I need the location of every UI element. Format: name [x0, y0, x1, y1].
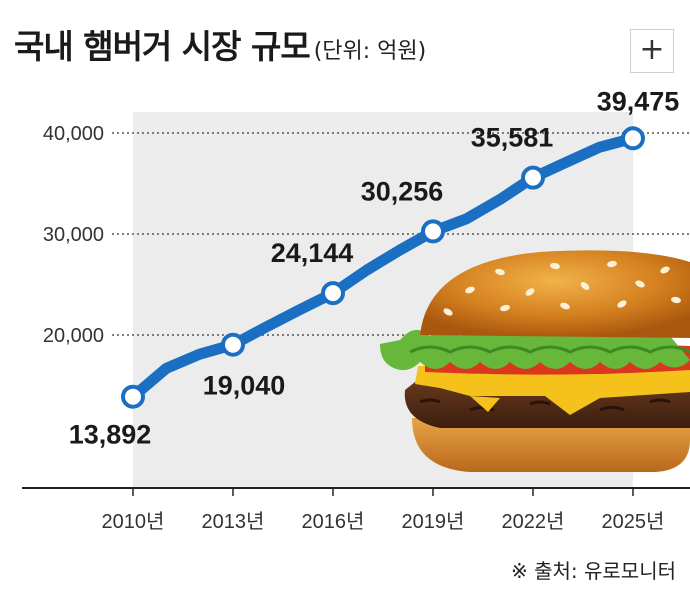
data-label: 24,144	[271, 238, 354, 268]
x-tick-labels: 2010년 2013년 2016년 2019년 2022년 2025년	[102, 510, 665, 533]
data-label: 39,475	[597, 86, 680, 116]
data-point	[221, 332, 245, 357]
expand-button[interactable]: +	[630, 29, 674, 73]
hamburger-illustration	[380, 250, 690, 472]
data-label: 30,256	[361, 176, 444, 206]
x-tick-label: 2022년	[502, 510, 565, 533]
x-tick-label: 2019년	[402, 510, 465, 533]
chart-title: 국내 햄버거 시장 규모	[14, 27, 311, 66]
data-markers	[121, 126, 645, 409]
x-tick-marks	[132, 488, 634, 496]
x-tick-label: 2013년	[202, 510, 265, 533]
data-point	[521, 165, 545, 190]
x-tick-label: 2025년	[602, 510, 665, 533]
data-label: 19,040	[203, 371, 286, 401]
y-tick-label: 20,000	[43, 325, 104, 347]
data-label: 35,581	[471, 123, 554, 153]
data-label: 13,892	[69, 420, 152, 450]
data-point	[421, 219, 445, 244]
series-line	[127, 132, 639, 403]
x-tick-label: 2016년	[302, 510, 365, 533]
data-labels: 13,892 19,040 24,144 30,256 35,581 39,475	[69, 86, 680, 449]
y-tick-label: 40,000	[43, 123, 104, 145]
data-point	[621, 126, 645, 151]
data-point	[121, 384, 145, 409]
unit-label: (단위: 억원)	[313, 39, 427, 64]
source-note: ※ 출처: 유로모니터	[510, 559, 676, 583]
x-tick-label: 2010년	[102, 510, 165, 533]
y-tick-label: 30,000	[43, 224, 104, 246]
chart-title-block: 국내 햄버거 시장 규모 (단위: 억원)	[14, 20, 426, 68]
data-point	[321, 281, 345, 306]
y-tick-labels: 20,000 30,000 40,000	[43, 123, 104, 347]
